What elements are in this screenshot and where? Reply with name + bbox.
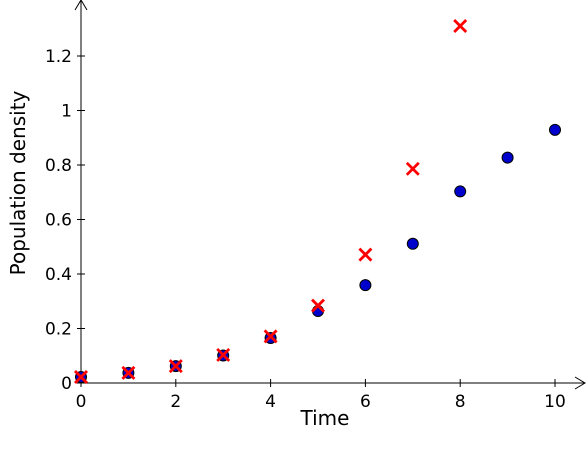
- cross-stroke: [74, 370, 88, 384]
- y-tick-label: 0.6: [45, 211, 72, 231]
- data-point-circle: [454, 185, 467, 198]
- x-tick-label: 2: [170, 392, 181, 412]
- y-tick-label: 0.8: [45, 156, 72, 176]
- data-point-circle: [549, 123, 561, 136]
- x-axis-arrow: [574, 376, 586, 390]
- cross-stroke: [121, 365, 136, 380]
- cross-stroke: [358, 247, 373, 262]
- y-ticks: 0 0.2 0.4 0.6 0.8 1 1.2: [45, 47, 85, 394]
- data-point-cross: [405, 161, 420, 176]
- cross-stroke: [263, 329, 278, 344]
- y-axis-label: Population density: [6, 90, 30, 275]
- x-tick-label: 4: [265, 392, 276, 412]
- y-tick-label: 0.2: [45, 320, 72, 340]
- x-tick-label: 0: [76, 392, 87, 412]
- y-tick-label: 0: [61, 374, 72, 394]
- data-point-cross: [263, 329, 278, 344]
- data-point-circle: [406, 237, 419, 250]
- axes: [74, 0, 586, 390]
- x-tick-label: 8: [455, 392, 466, 412]
- data-point-cross: [121, 365, 136, 380]
- y-axis-arrow: [74, 0, 88, 11]
- x-tick-label: 6: [360, 392, 371, 412]
- cross-stroke: [216, 347, 231, 362]
- cross-stroke: [311, 298, 325, 313]
- data-point-cross: [453, 19, 468, 34]
- x-axis-label: Time: [300, 406, 350, 430]
- cross-stroke: [405, 161, 420, 176]
- cross-stroke: [168, 359, 183, 374]
- data-point-cross: [311, 298, 325, 313]
- data-point-circle: [359, 279, 372, 292]
- y-tick-label: 1: [61, 102, 72, 122]
- y-tick-label: 1.2: [45, 47, 72, 67]
- cross-stroke: [453, 19, 468, 34]
- series-group: [74, 19, 561, 384]
- data-point-circle: [501, 151, 514, 164]
- data-point-cross: [74, 370, 88, 384]
- x-tick-label: 10: [544, 392, 566, 412]
- data-point-cross: [358, 247, 373, 262]
- x-ticks: 0 2 4 6 8 10: [76, 379, 566, 412]
- data-point-cross: [168, 359, 183, 374]
- y-tick-label: 0.4: [45, 265, 72, 285]
- data-point-cross: [216, 347, 231, 362]
